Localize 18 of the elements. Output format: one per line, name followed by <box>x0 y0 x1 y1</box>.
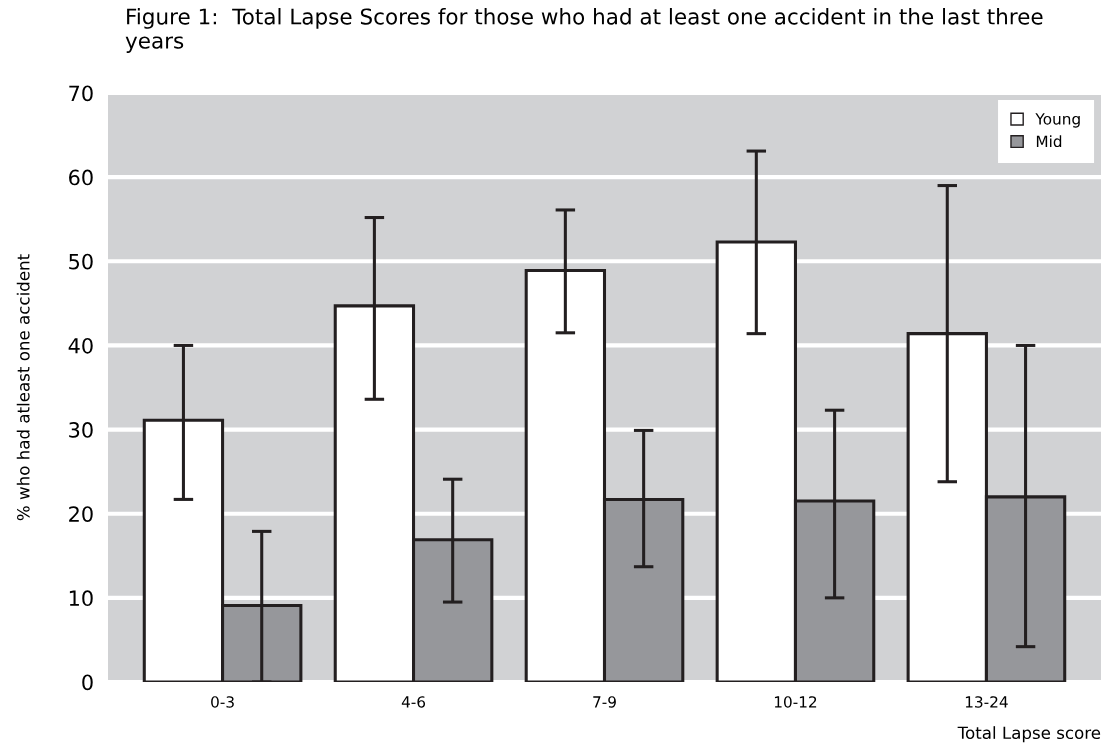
x-tick-label: 7-9 <box>593 696 616 708</box>
y-tick-label: 0 <box>82 674 93 691</box>
y-tick-label: 60 <box>69 169 93 186</box>
y-tick-label: 10 <box>69 590 93 607</box>
y-tick-label: 50 <box>69 253 93 270</box>
x-tick-label: 0-3 <box>211 696 234 708</box>
x-tick-label: 4-6 <box>401 696 426 708</box>
x-axis-title: Total Lapse score <box>957 726 1101 743</box>
y-tick-label: 40 <box>68 337 93 354</box>
y-tick-label: 30 <box>69 422 93 438</box>
y-tick-label: 20 <box>69 506 93 522</box>
x-tick-label: 13-24 <box>965 696 1008 708</box>
y-tick-label: 70 <box>69 85 93 102</box>
legend-label: Young <box>1035 113 1080 128</box>
x-tick-label: 10-12 <box>774 696 817 708</box>
legend-label: Mid <box>1036 135 1062 148</box>
y-axis-title: % who had atleast one accident <box>16 254 30 521</box>
chart-title: Figure 1: Total Lapse Scores for those who had at least one accident in the last three years <box>125 8 1043 53</box>
